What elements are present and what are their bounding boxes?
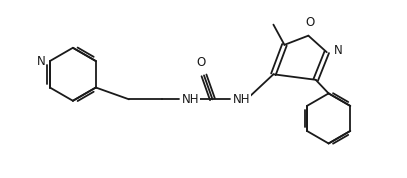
- Text: N: N: [333, 44, 342, 57]
- Text: O: O: [197, 56, 206, 69]
- Text: O: O: [306, 16, 315, 29]
- Text: NH: NH: [182, 93, 200, 106]
- Text: NH: NH: [233, 93, 250, 106]
- Text: N: N: [37, 54, 46, 67]
